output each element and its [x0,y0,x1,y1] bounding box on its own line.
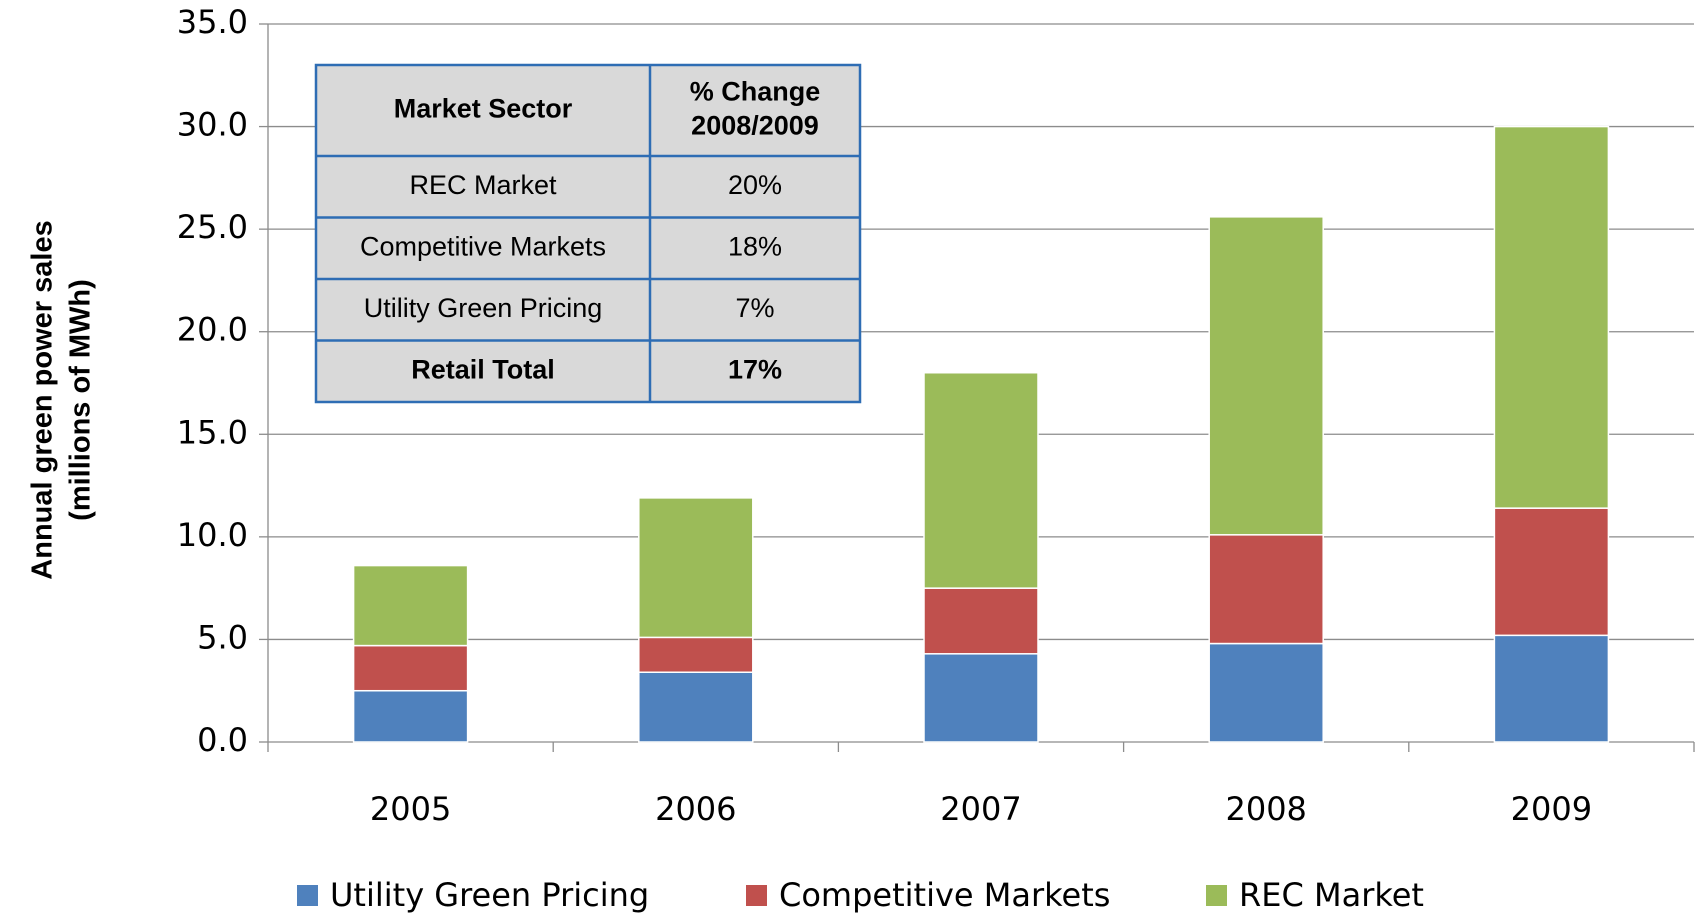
bar-segment [923,587,1039,655]
y-title-line: Annual green power sales [27,220,59,579]
y-tick-label: 15.0 [177,413,248,451]
x-tick-label: 2005 [370,790,451,828]
bar-segment [923,371,1039,589]
y-tick-label: 0.0 [197,721,248,759]
bar-segment [1493,507,1610,637]
table-header: Market Sector [394,94,573,124]
y-title-line: (millions of MWh) [65,279,97,521]
x-tick-label: 2007 [940,790,1021,828]
x-tick-label: 2008 [1225,790,1306,828]
table-cell: 20% [728,170,782,200]
bar-segment [638,671,754,743]
table-cell: REC Market [409,170,557,200]
table-header: 2008/2009 [691,111,819,141]
table-cell: 17% [728,354,782,384]
x-tick-label: 2009 [1511,790,1592,828]
bar-segment [1493,634,1610,743]
y-tick-label: 35.0 [177,3,248,41]
bar-segment [638,497,754,639]
bar-segment [352,689,469,743]
bar-segment [1208,534,1324,645]
y-axis-title: Annual green power sales (millions of MW… [27,220,97,579]
bar-segment [1208,642,1324,743]
table-bg [314,63,862,404]
y-tick-label: 5.0 [197,618,248,656]
legend-label: REC Market [1239,876,1424,914]
legend-swatch [297,885,318,906]
table-cell: Retail Total [411,354,555,384]
y-tick-label: 30.0 [177,106,248,144]
table-cell: 18% [728,231,782,261]
legend-swatch [746,885,767,906]
bar-segment [1208,216,1324,536]
x-tick-label: 2006 [655,790,736,828]
y-tick-label: 20.0 [177,311,248,349]
legend-label: Utility Green Pricing [330,876,649,914]
table-cell: Competitive Markets [360,231,606,261]
y-tick-label: 10.0 [177,516,248,554]
bar-segment [923,653,1039,743]
table-header: % Change [690,77,821,107]
bar-segment [352,644,469,692]
bar-segment [638,636,754,674]
table-cell: 7% [735,293,774,323]
bar-segment [1493,125,1610,509]
table-cell: Utility Green Pricing [364,293,603,323]
y-tick-label: 25.0 [177,208,248,246]
legend-label: Competitive Markets [779,876,1110,914]
legend-swatch [1206,885,1227,906]
bar-segment [352,564,469,647]
